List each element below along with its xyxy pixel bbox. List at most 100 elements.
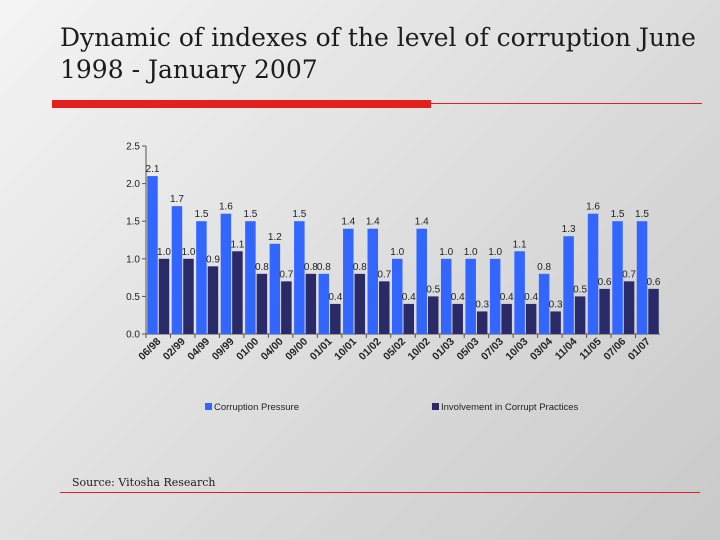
data-label: 0.6 <box>598 277 612 288</box>
data-label: 1.1 <box>513 239 527 250</box>
data-label: 1.0 <box>464 247 478 258</box>
data-label: 0.4 <box>524 292 538 303</box>
y-tick-label: 2.5 <box>126 142 140 153</box>
bar-involvement <box>183 258 194 334</box>
bar-involvement <box>452 303 463 334</box>
data-label: 0.8 <box>304 262 318 273</box>
data-label: 1.5 <box>243 209 257 220</box>
y-tick-label: 1.0 <box>126 254 140 265</box>
bar-involvement <box>525 303 537 334</box>
data-label: 0.4 <box>328 292 342 303</box>
data-label: 1.6 <box>586 202 600 213</box>
data-label: 1.1 <box>230 239 244 250</box>
data-label: 0.6 <box>647 277 661 288</box>
slide-title: Dynamic of indexes of the level of corru… <box>60 23 696 84</box>
data-label: 1.4 <box>366 217 380 228</box>
x-tick-label: 09/99 <box>210 336 237 363</box>
x-tick-label: 05/03 <box>454 336 481 363</box>
x-tick-label: 02/99 <box>161 336 188 363</box>
bar-corruption-pressure <box>392 258 403 334</box>
data-label: 1.6 <box>219 202 233 213</box>
x-tick-label: 06/98 <box>136 336 163 363</box>
bar-corruption-pressure <box>196 221 207 334</box>
data-label: 1.0 <box>182 247 196 258</box>
bar-corruption-pressure <box>343 228 354 334</box>
data-label: 0.7 <box>377 269 391 280</box>
bar-corruption-pressure <box>489 258 501 334</box>
x-tick-label: 11/05 <box>577 336 604 363</box>
bar-involvement <box>158 258 170 334</box>
bar-corruption-pressure <box>220 213 232 334</box>
data-label: 2.1 <box>146 164 160 175</box>
x-tick-label: 03/04 <box>528 336 555 363</box>
bar-involvement <box>501 303 512 334</box>
x-tick-label: 04/00 <box>259 336 286 363</box>
legend-label-corruption-pressure: Corruption Pressure <box>214 402 299 413</box>
data-label: 0.7 <box>279 269 293 280</box>
bar-involvement <box>648 288 659 334</box>
data-label: 0.4 <box>451 292 465 303</box>
bar-involvement <box>379 281 390 334</box>
bar-involvement <box>354 273 366 334</box>
data-label: 0.7 <box>622 269 636 280</box>
bar-corruption-pressure <box>269 243 281 334</box>
bar-involvement <box>403 303 414 334</box>
data-label: 1.0 <box>439 247 453 258</box>
legend-label-involvement: Involvement in Corrupt Practices <box>441 402 579 413</box>
bar-corruption-pressure <box>587 213 599 334</box>
bar-involvement <box>623 281 635 334</box>
data-label: 1.5 <box>635 209 649 220</box>
y-tick-label: 0.5 <box>126 292 140 303</box>
data-label: 1.3 <box>562 224 576 235</box>
x-tick-label: 01/07 <box>626 336 653 363</box>
title-underline-thin <box>431 103 702 104</box>
data-label: 1.4 <box>415 217 429 228</box>
data-label: 1.5 <box>292 209 306 220</box>
x-tick-label: 01/03 <box>430 336 457 363</box>
x-tick-label: 01/00 <box>234 336 261 363</box>
bar-corruption-pressure <box>612 221 623 334</box>
data-label: 1.5 <box>194 209 208 220</box>
x-tick-label: 07/03 <box>479 336 506 363</box>
data-label: 1.0 <box>488 247 502 258</box>
data-label: 0.3 <box>549 299 563 310</box>
data-label: 1.0 <box>390 247 404 258</box>
x-tick-label: 09/00 <box>283 336 310 363</box>
source-note: Source: Vitosha Research <box>72 476 216 489</box>
bar-involvement <box>427 296 439 334</box>
data-label: 0.8 <box>353 262 367 273</box>
bar-involvement <box>574 296 586 334</box>
bar-involvement <box>476 311 488 334</box>
bar-corruption-pressure <box>538 273 550 334</box>
bar-corruption-pressure <box>367 228 379 334</box>
x-tick-label: 04/99 <box>185 336 212 363</box>
bar-corruption-pressure <box>514 251 525 334</box>
x-tick-label: 05/02 <box>381 336 408 363</box>
bar-involvement <box>232 251 243 334</box>
x-tick-label: 10/02 <box>406 336 433 363</box>
data-label: 0.4 <box>500 292 514 303</box>
bar-involvement <box>281 281 292 334</box>
bar-corruption-pressure <box>416 228 427 334</box>
bar-corruption-pressure <box>465 258 476 334</box>
x-tick-label: 10/03 <box>503 336 530 363</box>
data-label: 0.9 <box>206 254 220 265</box>
bar-involvement <box>550 311 561 334</box>
title-underline <box>52 100 702 110</box>
x-tick-label: 11/04 <box>553 336 580 363</box>
bottom-rule <box>60 492 700 493</box>
bar-corruption-pressure <box>318 273 330 334</box>
title-underline-thick <box>52 100 431 108</box>
bar-corruption-pressure <box>171 206 183 334</box>
y-tick-label: 2.0 <box>126 179 140 190</box>
bar-corruption-pressure <box>636 221 648 334</box>
bar-involvement <box>599 288 610 334</box>
data-label: 0.4 <box>402 292 416 303</box>
data-label: 0.8 <box>537 262 551 273</box>
y-tick-label: 1.5 <box>126 217 140 228</box>
x-tick-label: 01/02 <box>357 336 384 363</box>
data-label: 1.0 <box>157 247 171 258</box>
bar-corruption-pressure <box>563 236 574 334</box>
y-tick-label: 0.0 <box>126 330 140 341</box>
